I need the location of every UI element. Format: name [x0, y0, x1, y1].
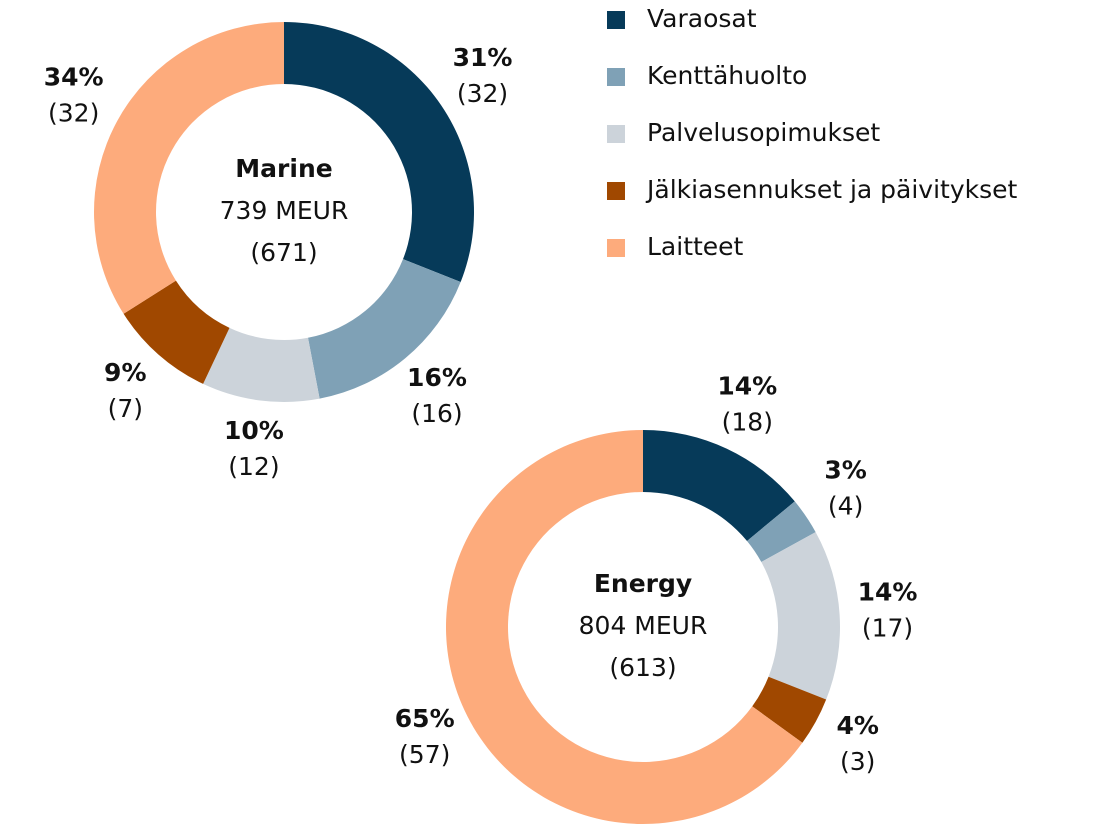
value-label: 16%: [407, 363, 467, 392]
value-label: 65%: [395, 704, 455, 733]
donut-segment: [445, 430, 803, 824]
center-value: 739 MEUR: [220, 196, 349, 225]
donut-segment: [203, 327, 320, 402]
donut-segment: [307, 259, 461, 399]
center-value: 804 MEUR: [579, 611, 708, 640]
legend-swatch: [607, 239, 625, 257]
donut-segment: [643, 430, 795, 541]
previous-label: (12): [228, 452, 279, 481]
previous-label: (16): [411, 399, 462, 428]
legend-swatch: [607, 68, 625, 86]
legend-label: Jälkiasennukset ja päivitykset: [645, 175, 1018, 204]
center-title: Marine: [235, 154, 332, 183]
legend-swatch: [607, 182, 625, 200]
legend-swatch: [607, 125, 625, 143]
previous-label: (17): [862, 614, 913, 643]
donut-segment: [123, 280, 230, 384]
center-previous: (613): [609, 653, 676, 682]
value-label: 9%: [104, 358, 146, 387]
previous-label: (57): [399, 740, 450, 769]
previous-label: (32): [48, 98, 99, 127]
value-label: 34%: [44, 62, 104, 91]
legend-label: Laitteet: [647, 232, 744, 261]
value-label: 31%: [453, 43, 513, 72]
donut-segment: [94, 22, 285, 314]
center-previous: (671): [250, 238, 317, 267]
value-label: 14%: [858, 578, 918, 607]
previous-label: (18): [722, 407, 773, 436]
previous-label: (4): [828, 491, 863, 520]
value-label: 3%: [824, 455, 866, 484]
donut-segment: [284, 22, 474, 282]
donut-segment: [747, 501, 816, 562]
donut-segment: [761, 532, 840, 700]
value-label: 10%: [224, 416, 284, 445]
previous-label: (7): [108, 394, 143, 423]
legend-label: Kenttähuolto: [647, 61, 807, 90]
value-label: 14%: [717, 371, 777, 400]
center-title: Energy: [594, 569, 692, 598]
previous-label: (3): [840, 747, 875, 776]
legend-label: Varaosat: [647, 4, 757, 33]
value-label: 4%: [836, 711, 878, 740]
donut-segment: [752, 676, 827, 743]
legend-swatch: [607, 11, 625, 29]
legend-label: Palvelusopimukset: [647, 118, 880, 147]
previous-label: (32): [457, 79, 508, 108]
